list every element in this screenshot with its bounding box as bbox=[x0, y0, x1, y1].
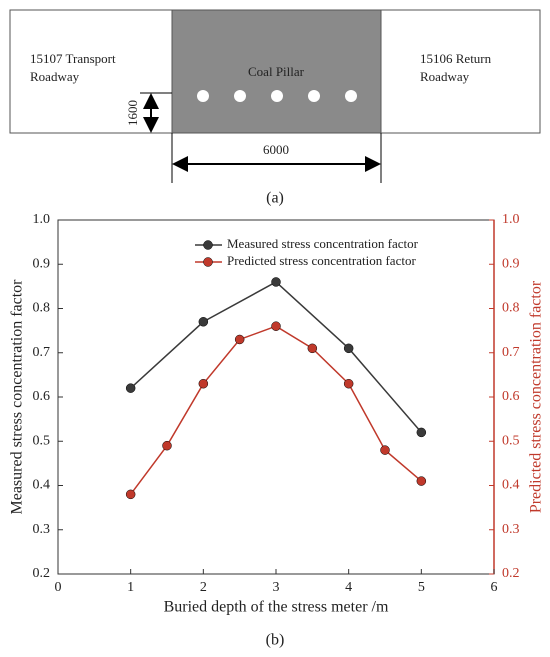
legend-label: Measured stress concentration factor bbox=[227, 236, 419, 251]
y2-tick-label: 0.8 bbox=[502, 301, 520, 316]
data-point bbox=[198, 378, 209, 389]
y-tick-label: 1.0 bbox=[33, 212, 51, 227]
right-roadway: Roadway bbox=[420, 69, 470, 84]
x-tick-label: 2 bbox=[200, 580, 207, 595]
y2-tick-label: 0.2 bbox=[502, 566, 520, 581]
width-dim: 6000 bbox=[263, 142, 289, 157]
data-point bbox=[271, 277, 281, 287]
data-point bbox=[416, 476, 427, 486]
x-tick-label: 5 bbox=[418, 580, 425, 595]
y2-tick-label: 0.6 bbox=[502, 389, 520, 404]
data-point bbox=[343, 378, 354, 389]
data-point bbox=[125, 489, 136, 500]
data-point bbox=[307, 343, 318, 354]
data-point bbox=[343, 343, 354, 354]
x-tick-label: 4 bbox=[345, 580, 352, 595]
data-point bbox=[162, 440, 172, 451]
panel-label: (a) bbox=[266, 190, 284, 207]
x-axis-label: Buried depth of the stress meter /m bbox=[164, 599, 389, 616]
panel-label: (b) bbox=[266, 632, 285, 649]
right-roadway: 15106 Return bbox=[420, 51, 492, 66]
plot-frame bbox=[57, 219, 495, 575]
diagram: 15107 Transport Roadway 15106 Return Roa… bbox=[9, 9, 541, 207]
series-line bbox=[130, 325, 422, 495]
data-point bbox=[234, 334, 245, 345]
x-tick-label: 6 bbox=[491, 580, 498, 595]
y-axis-label: Measured stress concentration factor bbox=[9, 279, 26, 515]
legend-marker bbox=[203, 257, 213, 267]
chart: Buried depth of the stress meter /m Meas… bbox=[9, 212, 545, 648]
height-dim: 1600 bbox=[125, 100, 140, 126]
data-point bbox=[416, 427, 427, 438]
y2-tick-label: 1.0 bbox=[502, 212, 520, 227]
coal-pillar bbox=[171, 9, 382, 134]
y-tick-label: 0.4 bbox=[33, 478, 51, 493]
boreholes bbox=[197, 90, 357, 102]
x-tick-label: 3 bbox=[273, 580, 280, 595]
data-point bbox=[271, 321, 281, 331]
y-tick-label: 0.7 bbox=[33, 345, 51, 360]
x-tick-label: 0 bbox=[55, 580, 62, 595]
y2-tick-label: 0.5 bbox=[502, 433, 520, 448]
data-point bbox=[198, 317, 209, 327]
legend-label: Predicted stress concentration factor bbox=[227, 253, 416, 268]
y2-tick-label: 0.3 bbox=[502, 522, 520, 537]
y-tick-label: 0.8 bbox=[33, 301, 51, 316]
data-point bbox=[380, 445, 390, 455]
y-tick-label: 0.9 bbox=[33, 256, 51, 271]
left-roadway: 15107 Transport bbox=[30, 51, 116, 66]
y2-tick-label: 0.7 bbox=[502, 345, 520, 360]
y2-tick-label: 0.9 bbox=[502, 256, 520, 271]
left-roadway: Roadway bbox=[30, 69, 80, 84]
x-tick-label: 1 bbox=[127, 580, 134, 595]
legend-marker bbox=[203, 240, 213, 250]
data-point bbox=[125, 383, 136, 393]
y-tick-label: 0.2 bbox=[33, 566, 51, 581]
y2-axis-label: Predicted stress concentration factor bbox=[528, 280, 545, 513]
y-tick-label: 0.3 bbox=[33, 522, 51, 537]
y-tick-label: 0.6 bbox=[33, 389, 51, 404]
y2-tick-label: 0.4 bbox=[502, 478, 520, 493]
series-line bbox=[130, 281, 422, 433]
pillar-label: Coal Pillar bbox=[248, 64, 305, 79]
y-tick-label: 0.5 bbox=[33, 433, 51, 448]
